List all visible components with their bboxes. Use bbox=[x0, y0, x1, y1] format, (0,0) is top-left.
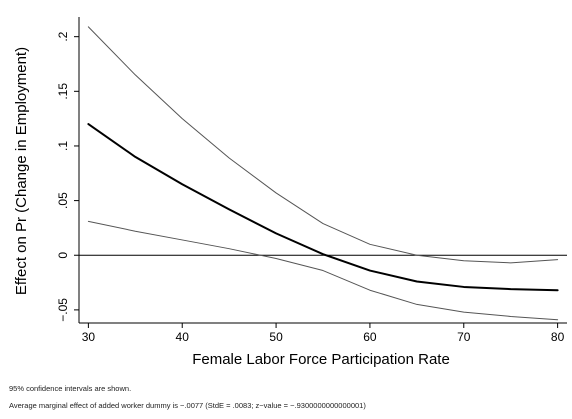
y-tick-label: .2 bbox=[56, 31, 70, 41]
lower-ci-line bbox=[87, 220, 559, 321]
note-average-marginal-effect: Average marginal effect of added worker … bbox=[9, 401, 366, 410]
x-axis-title: Female Labor Force Participation Rate bbox=[192, 351, 450, 368]
y-tick-group: −.05 0 .05 .1 .15 .2 bbox=[56, 31, 79, 322]
x-tick-label: 80 bbox=[551, 330, 565, 344]
upper-ci-line bbox=[87, 26, 559, 264]
y-tick-label: .05 bbox=[56, 192, 70, 209]
plot-area bbox=[79, 17, 567, 323]
note-ci: 95% confidence intervals are shown. bbox=[9, 384, 131, 393]
series-group bbox=[87, 26, 559, 321]
y-tick-label: −.05 bbox=[56, 298, 70, 322]
y-tick-label: 0 bbox=[56, 252, 70, 259]
y-tick-label: .1 bbox=[56, 141, 70, 151]
x-tick-label: 40 bbox=[176, 330, 190, 344]
x-tick-label: 30 bbox=[82, 330, 96, 344]
x-tick-group: 30 40 50 60 70 80 bbox=[82, 323, 565, 344]
x-tick-label: 70 bbox=[457, 330, 471, 344]
y-tick-label: .15 bbox=[56, 83, 70, 100]
x-tick-label: 60 bbox=[363, 330, 377, 344]
y-axis-title: Effect on Pr (Change in Employment) bbox=[13, 47, 30, 295]
estimate-line bbox=[87, 123, 559, 292]
x-tick-label: 50 bbox=[269, 330, 283, 344]
